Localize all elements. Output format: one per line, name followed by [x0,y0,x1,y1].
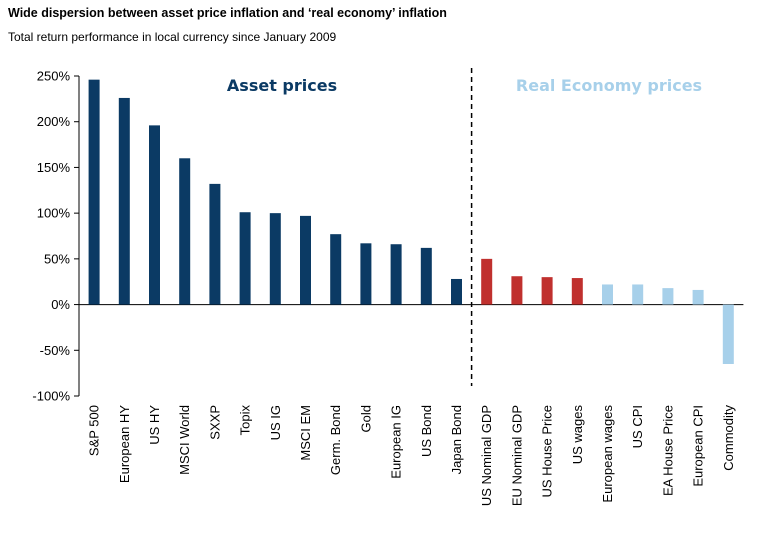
x-tick-label: European wages [600,405,615,503]
bar [300,215,311,305]
x-tick-label: SXXP [207,405,222,440]
x-tick-label: US wages [570,405,585,465]
bar [239,212,251,305]
y-tick-label: -50% [40,343,71,358]
bar [632,284,644,305]
y-tick-label: 100% [37,206,71,221]
bar [209,183,221,305]
x-tick-label: EU Nominal GDP [509,405,524,506]
x-tick-label: US IG [268,405,283,440]
y-tick-label: 250% [37,69,71,84]
bar [390,244,402,305]
bar [330,234,342,305]
x-tick-label: US Nominal GDP [479,405,494,506]
y-tick-label: 50% [44,251,70,266]
bar [541,277,553,305]
x-tick-label: European IG [389,405,404,479]
x-tick-label: European CPI [691,405,706,487]
x-tick-label: Topix [238,405,253,436]
x-tick-label: Gold [358,405,373,432]
chart-subtitle: Total return performance in local curren… [8,30,337,44]
x-tick-label: MSCI EM [298,405,313,461]
chart-title: Wide dispersion between asset price infl… [8,6,447,20]
x-tick-label: US Bond [419,405,434,457]
x-tick-label: Germ. Bond [328,405,343,475]
x-tick-label: European HY [117,405,132,483]
bar [692,289,704,305]
bar [420,247,432,305]
x-tick-label: S&P 500 [87,405,102,456]
bar [149,125,160,305]
bar [360,243,372,305]
region-label-real-economy-prices: Real Economy prices [516,76,702,95]
region-label-asset-prices: Asset prices [227,76,337,95]
x-tick-label: Japan Bond [449,405,464,474]
bar [511,276,523,305]
bar [179,158,191,305]
bar [269,213,281,305]
x-tick-label: US CPI [630,405,645,448]
bar [481,258,493,305]
x-tick-label: US HY [147,405,162,445]
x-tick-label: Commodity [721,405,736,471]
bar [451,278,462,305]
x-tick-label: EA House Price [660,405,675,496]
x-tick-label: US House Price [540,405,555,497]
bar [722,304,734,364]
y-tick-label: 150% [37,160,71,175]
x-tick-label: MSCI World [177,405,192,475]
y-tick-label: 200% [37,114,71,129]
bar [571,278,583,305]
bar [118,97,130,305]
bar [602,284,613,305]
y-tick-label: -100% [32,389,70,404]
y-tick-label: 0% [51,297,70,312]
bar [662,288,674,305]
bar [88,79,100,305]
